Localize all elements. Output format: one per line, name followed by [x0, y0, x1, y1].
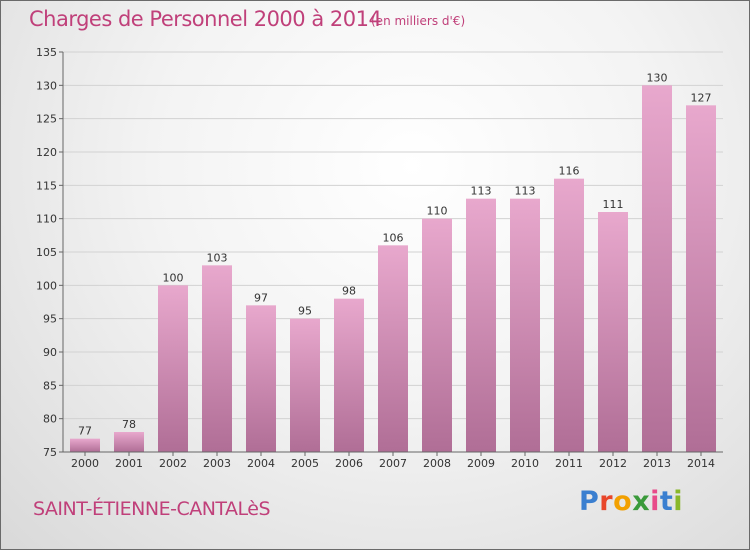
bar — [642, 85, 672, 452]
bar — [598, 212, 628, 452]
x-tick-label: 2010 — [511, 457, 539, 470]
commune-name: SAINT-ÉTIENNE-CANTALèS — [33, 498, 271, 520]
bars — [70, 85, 716, 452]
data-label: 113 — [515, 185, 536, 198]
logo-letter: P — [579, 486, 600, 517]
x-tick-label: 2005 — [291, 457, 319, 470]
logo-letter: i — [673, 486, 684, 517]
chart-title: Charges de Personnel 2000 à 2014 — [29, 7, 382, 31]
bar — [466, 198, 496, 452]
bar — [378, 245, 408, 452]
labels: 75 80 85 90 95 100 105 110 115 120 125 130 135 77 2000… — [36, 46, 715, 470]
y-tick-label: 75 — [43, 446, 57, 459]
x-tick-label: 2006 — [335, 457, 363, 470]
bar — [246, 305, 276, 452]
data-label: 110 — [427, 205, 448, 218]
y-tick-label: 125 — [36, 113, 57, 126]
y-tick-label: 120 — [36, 146, 57, 159]
axes — [59, 51, 723, 456]
x-tick-label: 2007 — [379, 457, 407, 470]
bar — [422, 218, 452, 452]
x-tick-label: 2004 — [247, 457, 275, 470]
y-tick-label: 80 — [43, 413, 57, 426]
bar — [158, 285, 188, 452]
bar — [290, 318, 320, 452]
x-tick-label: 2014 — [687, 457, 715, 470]
logo-letter: r — [599, 486, 614, 517]
logo-letter: t — [659, 486, 674, 517]
y-tick-label: 85 — [43, 379, 57, 392]
x-tick-label: 2013 — [643, 457, 671, 470]
bar — [510, 198, 540, 452]
bar — [202, 265, 232, 452]
data-label: 127 — [691, 91, 712, 104]
data-label: 77 — [78, 425, 92, 438]
x-tick-label: 2012 — [599, 457, 627, 470]
y-tick-label: 135 — [36, 46, 57, 59]
x-tick-label: 2008 — [423, 457, 451, 470]
data-label: 106 — [383, 231, 404, 244]
data-label: 78 — [122, 418, 136, 431]
data-label: 103 — [207, 251, 228, 264]
data-label: 111 — [603, 198, 624, 211]
y-tick-label: 100 — [36, 279, 57, 292]
logo-letter: o — [613, 486, 633, 517]
bar — [334, 298, 364, 452]
proxiti-logo: Proxiti — [579, 486, 683, 517]
data-label: 100 — [163, 271, 184, 284]
x-tick-label: 2000 — [71, 457, 99, 470]
data-label: 95 — [298, 305, 312, 318]
y-tick-label: 130 — [36, 79, 57, 92]
y-tick-label: 90 — [43, 346, 57, 359]
y-tick-label: 110 — [36, 213, 57, 226]
chart-subtitle: (en milliers d'€) — [371, 14, 466, 28]
data-label: 97 — [254, 291, 268, 304]
bar — [686, 105, 716, 452]
y-tick-label: 95 — [43, 313, 57, 326]
y-tick-label: 115 — [36, 179, 57, 192]
logo-letter: i — [650, 486, 660, 517]
x-tick-label: 2009 — [467, 457, 495, 470]
bar — [114, 432, 144, 452]
data-label: 130 — [647, 71, 668, 84]
y-tick-label: 105 — [36, 246, 57, 259]
x-tick-label: 2011 — [555, 457, 583, 470]
data-label: 116 — [559, 165, 580, 178]
data-label: 113 — [471, 185, 492, 198]
data-label: 98 — [342, 285, 356, 298]
bar — [70, 438, 100, 452]
x-tick-label: 2001 — [115, 457, 143, 470]
x-tick-label: 2003 — [203, 457, 231, 470]
bar — [554, 178, 584, 452]
logo-letter: x — [632, 486, 651, 517]
x-tick-label: 2002 — [159, 457, 187, 470]
